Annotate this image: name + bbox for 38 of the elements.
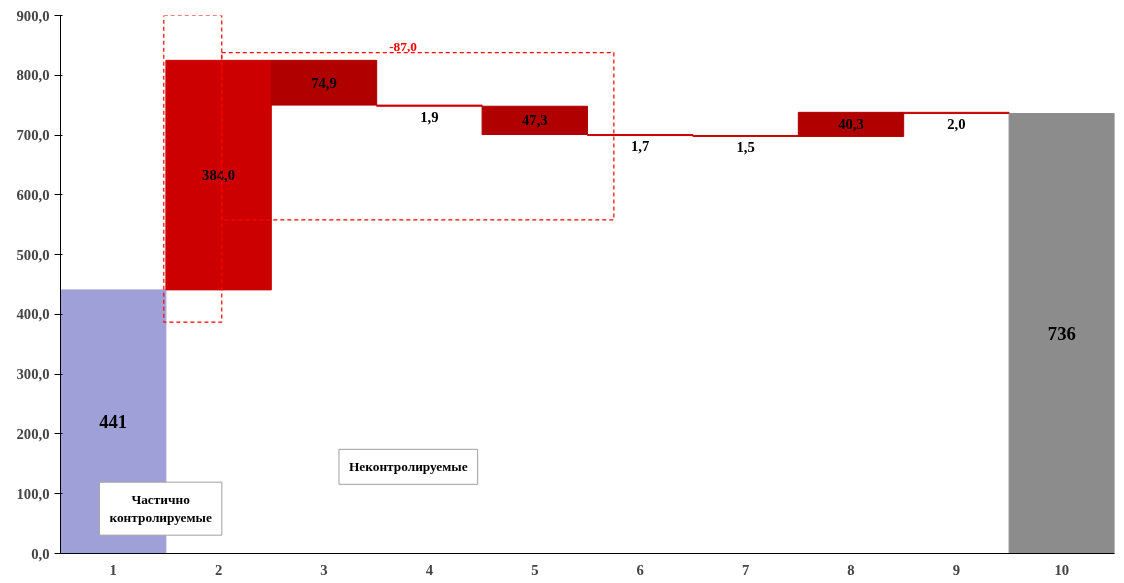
x-tick-label: 6	[636, 561, 644, 578]
data-label: 384,0	[202, 167, 236, 184]
y-tick-label: 300,0	[16, 366, 50, 383]
annotation: Неконтролируемые	[348, 459, 468, 475]
annotation: -87,0	[389, 38, 418, 54]
bar	[797, 111, 905, 137]
x-tick-label: 2	[214, 561, 223, 578]
bar	[481, 105, 588, 136]
bar	[165, 59, 272, 291]
y-tick-label: 600,0	[16, 186, 50, 203]
annotation: Частично контролируемые	[109, 492, 212, 526]
x-tick-label: 1	[109, 561, 117, 578]
y-tick-label: 100,0	[16, 485, 50, 502]
data-label: 1,9	[420, 109, 439, 125]
data-label: 736	[1047, 323, 1076, 345]
y-tick-label: 400,0	[16, 306, 50, 323]
data-label: 1,5	[736, 139, 755, 156]
y-tick-label: 900,0	[16, 7, 50, 24]
bar	[270, 59, 378, 106]
y-tick-label: 700,0	[16, 127, 50, 144]
x-tick-label: 10	[1054, 561, 1070, 578]
x-tick-label: 9	[952, 561, 961, 578]
x-tick-label: 7	[741, 561, 750, 578]
x-tick-label: 5	[531, 561, 539, 578]
x-tick-label: 3	[320, 561, 328, 578]
x-tick-label: 8	[847, 561, 855, 578]
y-tick-label: 500,0	[16, 246, 50, 263]
data-label: 1,7	[631, 138, 650, 155]
y-tick-label: 200,0	[16, 425, 50, 442]
data-label: 47,3	[521, 112, 548, 129]
data-label: 2,0	[947, 116, 966, 133]
data-label: 40,3	[838, 116, 864, 133]
data-label: 74,9	[311, 74, 337, 91]
y-tick-label: 800,0	[16, 67, 50, 84]
bar	[1008, 113, 1115, 554]
data-label: 441	[99, 411, 128, 433]
y-tick-label: 0,0	[31, 545, 50, 562]
x-tick-label: 4	[425, 561, 434, 578]
